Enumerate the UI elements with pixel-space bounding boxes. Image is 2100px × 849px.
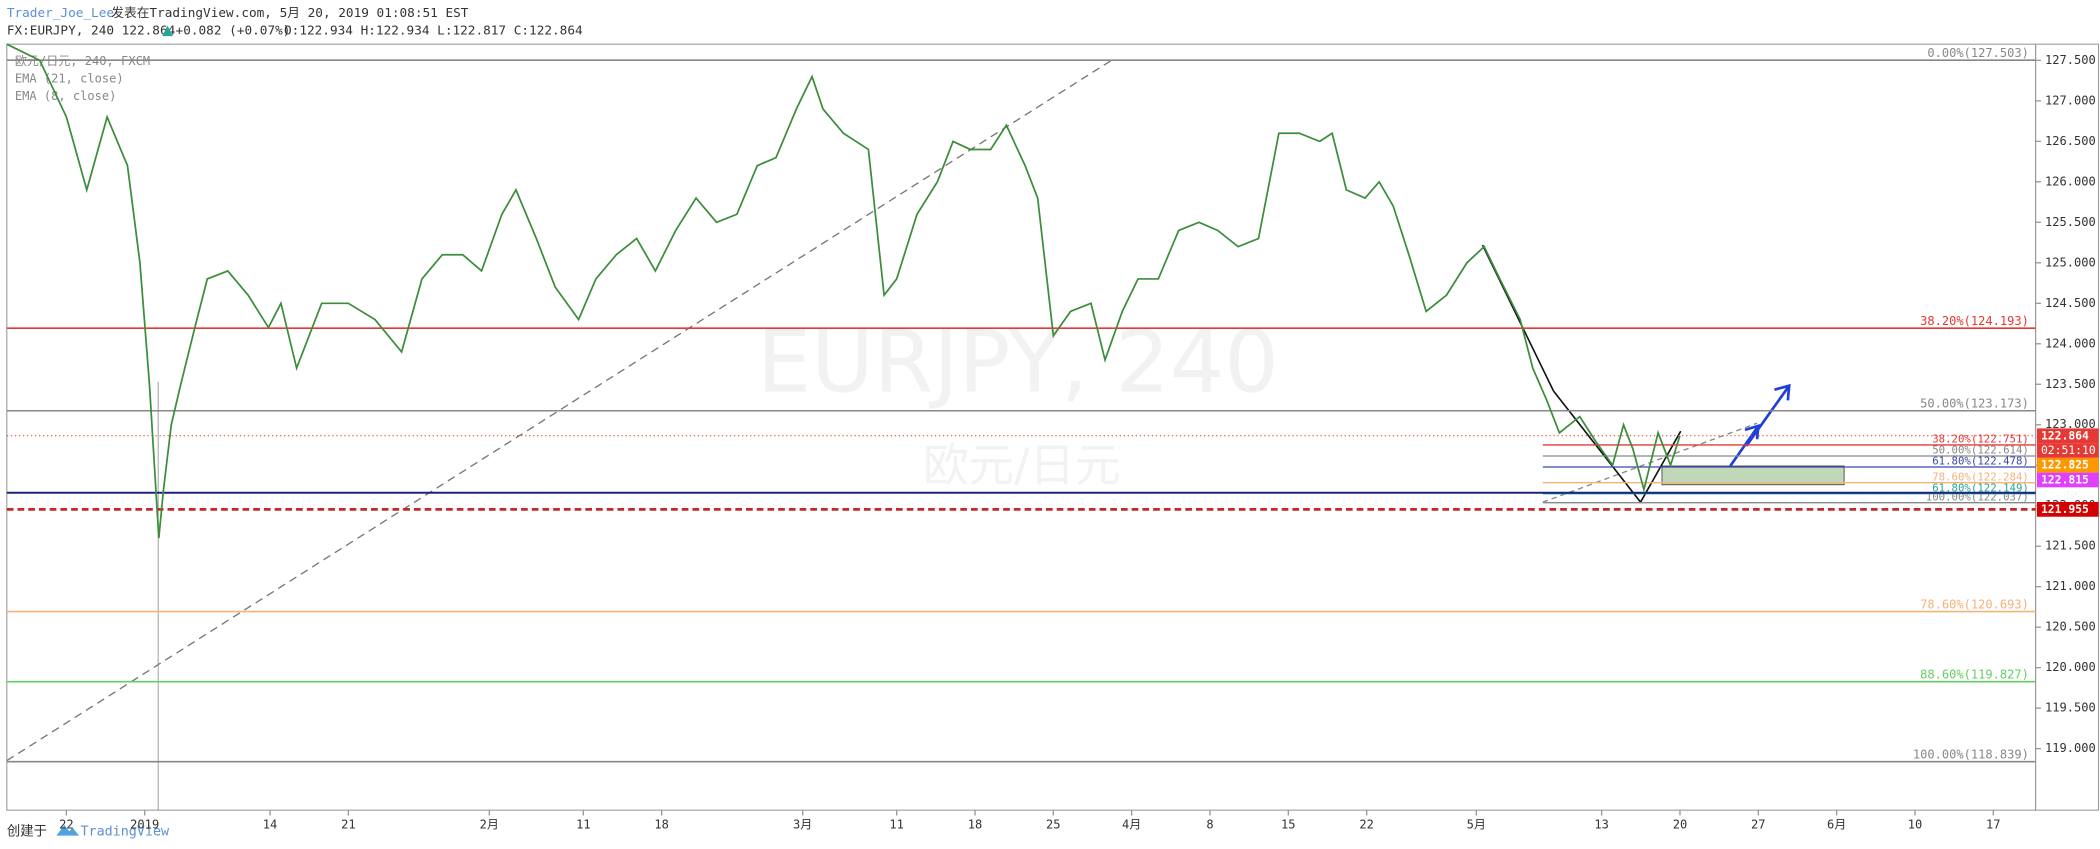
fib-label: 50.00%(122.614) [1932, 444, 2029, 457]
y-tick-label: 120.000 [2045, 660, 2096, 674]
y-tick-label: 119.000 [2045, 741, 2096, 755]
footer-created: 创建于 [7, 824, 47, 840]
legend-series: 欧元/日元, 240, FXCM [15, 54, 150, 68]
projection-arrows [1729, 383, 1791, 467]
y-tick-label: 124.000 [2045, 336, 2096, 350]
trend-line [6, 59, 1112, 762]
y-tick-label: 125.000 [2045, 255, 2096, 269]
x-tick-label: 8 [1206, 817, 1213, 831]
watermark: 欧元/日元 [923, 439, 1120, 492]
published: 发表在TradingView.com, 5月 20, 2019 01:08:51… [111, 5, 469, 20]
price-badge-label: 122.825 [2041, 458, 2089, 472]
fib-label: 78.60%(120.693) [1920, 597, 2029, 611]
legend-ema: EMA (8, close) [15, 89, 117, 103]
x-tick-label: 25 [1046, 817, 1061, 831]
tv-logo [56, 824, 80, 836]
price-badge [2036, 428, 2099, 444]
fib-label: 50.00%(123.173) [1920, 397, 2029, 411]
countdown-label: 02:51:10 [2041, 443, 2096, 457]
x-tick-label: 15 [1281, 817, 1296, 831]
y-tick-label: 123.500 [2045, 377, 2096, 391]
x-tick-label: 3月 [793, 817, 812, 831]
x-tick-label: 2月 [480, 817, 499, 831]
x-tick-label: 20 [1673, 817, 1688, 831]
legend-ema: EMA (21, close) [15, 72, 124, 86]
price-axis [2035, 43, 2100, 811]
x-tick-label: 22 [59, 817, 74, 831]
x-tick-label: 18 [654, 817, 669, 831]
fib-label: 61.80%(122.149) [1932, 481, 2029, 494]
fib-label: 100.00%(118.839) [1913, 747, 2029, 761]
y-tick-label: 119.500 [2045, 701, 2096, 715]
zone [1661, 465, 1845, 486]
fib-label: 78.60%(122.284) [1932, 470, 2029, 483]
y-tick-label: 127.000 [2045, 93, 2096, 107]
symbol: FX:EURJPY, 240 122.864 [7, 22, 176, 37]
price-line-series [6, 43, 1681, 539]
x-tick-label: 14 [263, 817, 278, 831]
x-tick-label: 4月 [1122, 817, 1141, 831]
watermark: EURJPY, 240 [757, 313, 1279, 413]
fib-label: 88.60%(119.827) [1920, 667, 2029, 681]
x-tick-label: 5月 [1467, 817, 1486, 831]
author[interactable]: Trader_Joe_Lee [7, 5, 114, 20]
y-tick-label: 121.500 [2045, 539, 2096, 553]
x-tick-label: 22 [1359, 817, 1374, 831]
price-badge [2036, 472, 2099, 488]
price-badge [2036, 501, 2099, 517]
price-badge-label: 122.864 [2041, 428, 2089, 442]
y-tick-label: 123.000 [2045, 417, 2096, 431]
countdown-badge [2036, 443, 2099, 458]
fib-label: 61.80%(122.478) [1932, 455, 2029, 468]
x-tick-label: 27 [1751, 817, 1766, 831]
x-tick-label: 2019 [130, 817, 159, 831]
ohlc: O:122.934 H:122.934 L:122.817 C:122.864 [284, 22, 583, 37]
x-tick-label: 6月 [1827, 817, 1846, 831]
up-arrow [162, 25, 173, 37]
y-tick-label: 124.500 [2045, 296, 2096, 310]
y-tick-label: 126.000 [2045, 174, 2096, 188]
x-tick-label: 11 [889, 817, 904, 831]
x-tick-label: 21 [341, 817, 356, 831]
change: +0.082 (+0.07%) [176, 22, 291, 37]
x-tick-label: 17 [1986, 817, 2001, 831]
x-tick-label: 10 [1908, 817, 1923, 831]
x-tick-label: 13 [1594, 817, 1609, 831]
x-tick-label: 11 [576, 817, 591, 831]
y-tick-label: 121.000 [2045, 579, 2096, 593]
y-tick-label: 127.500 [2045, 53, 2096, 67]
y-tick-label: 125.500 [2045, 215, 2096, 229]
fib-label: 38.20%(124.193) [1920, 314, 2029, 328]
price-badge [2036, 457, 2099, 473]
price-badge-label: 121.955 [2041, 502, 2089, 516]
fib-label: 0.00%(127.503) [1927, 46, 2029, 60]
x-tick-label: 18 [968, 817, 983, 831]
y-tick-label: 120.500 [2045, 620, 2096, 634]
price-badge-label: 122.815 [2041, 472, 2089, 486]
footer-brand[interactable]: TradingView [80, 825, 170, 840]
y-tick-label: 126.500 [2045, 134, 2096, 148]
